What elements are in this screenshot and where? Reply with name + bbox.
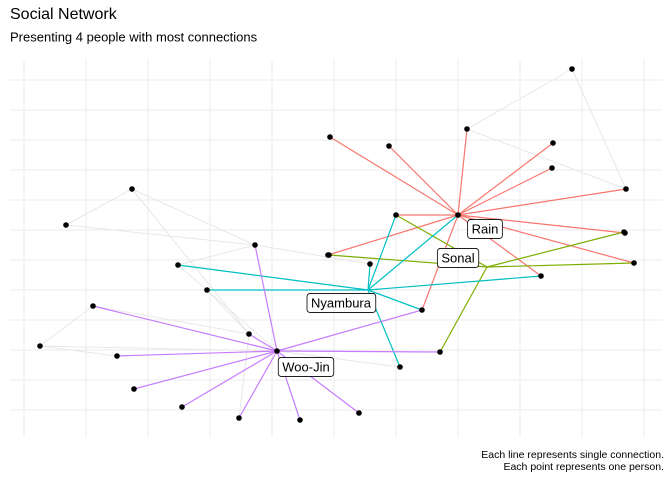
person (63, 222, 69, 228)
subtitle: Presenting 4 people with most connection… (10, 29, 258, 44)
person (419, 307, 425, 313)
edge (457, 142, 554, 216)
edge (177, 244, 256, 266)
edge (367, 275, 542, 291)
edge (181, 350, 278, 408)
person (393, 212, 399, 218)
person (623, 186, 629, 192)
person (131, 386, 137, 392)
edge (466, 128, 627, 190)
edge (486, 231, 625, 268)
edge (254, 244, 371, 265)
edge (457, 214, 626, 234)
edge (329, 136, 459, 216)
edge (206, 289, 250, 335)
label-box (277, 357, 335, 377)
person (356, 410, 362, 416)
edge (367, 289, 423, 311)
edge (457, 128, 468, 216)
person (37, 343, 43, 349)
person (90, 303, 96, 309)
label-box (306, 293, 377, 313)
edge (254, 244, 278, 352)
edge (238, 350, 278, 419)
person (246, 331, 252, 337)
edge (276, 350, 441, 353)
edges (39, 68, 635, 421)
person (397, 364, 403, 370)
edge (367, 214, 459, 291)
person-label: Woo-Jin (282, 359, 329, 374)
person (204, 287, 210, 293)
edge (131, 188, 256, 246)
edge (486, 262, 635, 268)
caption: Each point represents one person. (503, 461, 664, 473)
person-label: Nyambura (311, 295, 372, 310)
person (550, 140, 556, 146)
edge (39, 345, 118, 357)
person (631, 260, 637, 266)
person (179, 404, 185, 410)
label-box (467, 219, 503, 239)
label-box (436, 248, 480, 268)
person (326, 252, 332, 258)
person (327, 134, 333, 140)
edge (466, 68, 573, 130)
labels: Rain Sonal Nyambura Woo-Jin (277, 219, 503, 377)
nodes (37, 66, 637, 423)
edge (177, 264, 369, 291)
person (175, 262, 181, 268)
edge (238, 333, 250, 419)
person (455, 212, 461, 218)
person-label: Sonal (441, 250, 474, 265)
edge (276, 350, 401, 368)
person-label: Rain (472, 221, 499, 236)
person (129, 186, 135, 192)
edge (65, 224, 256, 246)
person (538, 273, 544, 279)
person (464, 126, 470, 132)
edge (457, 188, 627, 216)
edge (92, 305, 278, 352)
person (386, 143, 392, 149)
edge (457, 167, 553, 216)
person (437, 349, 443, 355)
caption: Each line represents single connection. (481, 449, 664, 461)
person (367, 261, 373, 267)
title: Social Network (10, 6, 118, 23)
edge (39, 305, 94, 347)
person (297, 417, 303, 423)
edge (92, 305, 250, 335)
edge (388, 145, 459, 216)
edge (327, 214, 459, 256)
person (569, 66, 575, 72)
person (236, 415, 242, 421)
person (621, 229, 627, 235)
edge (367, 214, 397, 291)
edge (248, 333, 278, 352)
person (549, 165, 555, 171)
edge (39, 345, 278, 352)
edge (116, 350, 278, 357)
edge (571, 68, 627, 190)
edge (367, 263, 371, 291)
person (114, 353, 120, 359)
edge (276, 309, 423, 352)
person (252, 242, 258, 248)
edge (133, 350, 278, 390)
edge (65, 188, 133, 226)
person (274, 348, 280, 354)
edge (177, 264, 278, 352)
